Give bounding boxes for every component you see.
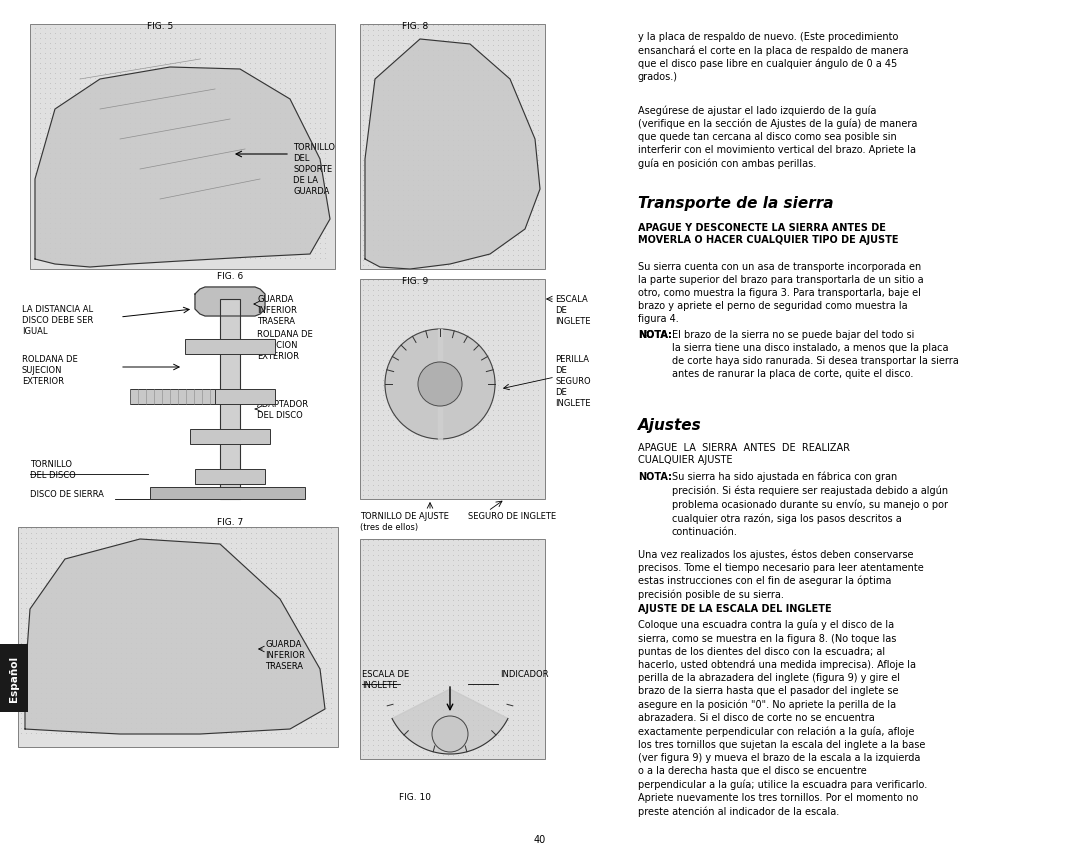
Text: Su sierra ha sido ajustada en fábrica con gran
precisión. Si ésta requiere ser r: Su sierra ha sido ajustada en fábrica co… <box>672 472 948 536</box>
Text: NOTA:: NOTA: <box>638 329 672 339</box>
Text: SEGURO DE INGLETE: SEGURO DE INGLETE <box>468 512 556 520</box>
Text: APAGUE Y DESCONECTE LA SIERRA ANTES DE
MOVERLA O HACER CUALQUIER TIPO DE AJUSTE: APAGUE Y DESCONECTE LA SIERRA ANTES DE M… <box>638 223 899 245</box>
FancyBboxPatch shape <box>18 527 338 747</box>
Text: TORNILLO
DEL DISCO: TORNILLO DEL DISCO <box>30 460 76 479</box>
Text: GUARDA
INFERIOR
TRASERA: GUARDA INFERIOR TRASERA <box>265 639 305 670</box>
FancyBboxPatch shape <box>360 539 545 759</box>
Circle shape <box>432 717 468 752</box>
FancyBboxPatch shape <box>360 25 545 270</box>
Text: NOTA:: NOTA: <box>638 472 672 481</box>
Text: FIG. 8: FIG. 8 <box>402 22 428 31</box>
Text: ADAPTADOR
DEL DISCO: ADAPTADOR DEL DISCO <box>257 399 309 420</box>
Text: FIG. 7: FIG. 7 <box>217 518 243 526</box>
Text: Coloque una escuadra contra la guía y el disco de la
sierra, como se muestra en : Coloque una escuadra contra la guía y el… <box>638 619 928 815</box>
Polygon shape <box>392 689 508 754</box>
FancyBboxPatch shape <box>30 25 335 270</box>
Text: Una vez realizados los ajustes, éstos deben conservarse
precisos. Tome el tiempo: Una vez realizados los ajustes, éstos de… <box>638 548 923 600</box>
FancyBboxPatch shape <box>130 390 215 404</box>
Text: El brazo de la sierra no se puede bajar del todo si
la sierra tiene una disco in: El brazo de la sierra no se puede bajar … <box>672 329 959 379</box>
Text: PERILLA
DE
SEGURO
DE
INGLETE: PERILLA DE SEGURO DE INGLETE <box>555 355 591 408</box>
FancyBboxPatch shape <box>220 299 240 499</box>
FancyBboxPatch shape <box>185 339 275 355</box>
Text: AJUSTE DE LA ESCALA DEL INGLETE: AJUSTE DE LA ESCALA DEL INGLETE <box>638 603 832 613</box>
Polygon shape <box>438 329 442 439</box>
FancyBboxPatch shape <box>185 390 275 404</box>
Text: LA DISTANCIA AL
DISCO DEBE SER
IGUAL: LA DISTANCIA AL DISCO DEBE SER IGUAL <box>22 305 93 336</box>
Text: NOTA:: NOTA: <box>638 329 672 339</box>
FancyBboxPatch shape <box>360 280 545 499</box>
Text: Su sierra cuenta con un asa de transporte incorporada en
la parte superior del b: Su sierra cuenta con un asa de transport… <box>638 262 923 324</box>
Circle shape <box>384 329 495 439</box>
Text: Ajustes: Ajustes <box>638 417 702 432</box>
Text: y la placa de respaldo de nuevo. (Este procedimiento
ensanchará el corte en la p: y la placa de respaldo de nuevo. (Este p… <box>638 32 908 83</box>
FancyBboxPatch shape <box>150 487 305 499</box>
Polygon shape <box>365 40 540 270</box>
Circle shape <box>418 363 462 407</box>
Text: Asegúrese de ajustar el lado izquierdo de la guía
(verifique en la sección de Aj: Asegúrese de ajustar el lado izquierdo d… <box>638 105 917 169</box>
Polygon shape <box>25 539 325 734</box>
Text: GUARDA
INFERIOR
TRASERA: GUARDA INFERIOR TRASERA <box>257 294 297 326</box>
Polygon shape <box>35 68 330 268</box>
Text: TORNILLO DE AJUSTE
(tres de ellos): TORNILLO DE AJUSTE (tres de ellos) <box>360 512 449 531</box>
FancyBboxPatch shape <box>0 644 28 712</box>
Text: ESCALA DE
INGLETE: ESCALA DE INGLETE <box>362 670 409 689</box>
Text: Español: Español <box>9 655 19 701</box>
Text: ROLDANA DE
SUJECION
EXTERIOR: ROLDANA DE SUJECION EXTERIOR <box>257 329 313 361</box>
Text: ESCALA
DE
INGLETE: ESCALA DE INGLETE <box>555 294 591 326</box>
Polygon shape <box>195 287 265 316</box>
Text: Transporte de la sierra: Transporte de la sierra <box>638 196 834 211</box>
Text: DISCO DE SIERRA: DISCO DE SIERRA <box>30 490 104 498</box>
FancyBboxPatch shape <box>190 430 270 444</box>
Text: INDICADOR: INDICADOR <box>500 670 549 678</box>
Text: FIG. 5: FIG. 5 <box>147 22 173 31</box>
Text: FIG. 10: FIG. 10 <box>399 792 431 801</box>
FancyBboxPatch shape <box>195 469 265 485</box>
Text: TORNILLO
DEL
SOPORTE
DE LA
GUARDA: TORNILLO DEL SOPORTE DE LA GUARDA <box>293 142 335 196</box>
Text: ROLDANA DE
SUJECION
EXTERIOR: ROLDANA DE SUJECION EXTERIOR <box>22 355 78 386</box>
Text: 40: 40 <box>534 834 546 844</box>
Text: APAGUE  LA  SIERRA  ANTES  DE  REALIZAR
CUALQUIER AJUSTE: APAGUE LA SIERRA ANTES DE REALIZAR CUALQ… <box>638 443 850 465</box>
Text: FIG. 6: FIG. 6 <box>217 272 243 281</box>
Text: FIG. 9: FIG. 9 <box>402 276 428 286</box>
